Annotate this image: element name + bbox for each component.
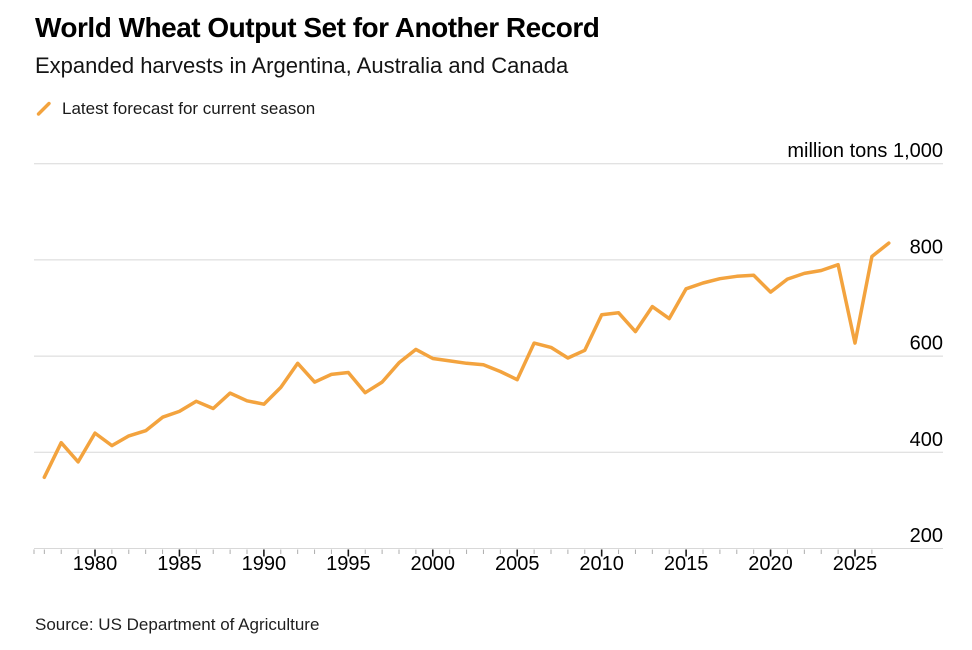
x-axis-label: 2015 [664, 553, 709, 575]
x-axis-label: 2005 [495, 553, 540, 575]
legend-label: Latest forecast for current season [62, 99, 316, 118]
x-axis-label: 2010 [579, 553, 624, 575]
x-axis-label: 1995 [326, 553, 371, 575]
x-axis-label: 2020 [748, 553, 793, 575]
series-line [42, 241, 891, 480]
x-axis-label: 2025 [833, 553, 878, 575]
x-axis-label: 1985 [157, 553, 202, 575]
wheat-output-line [42, 241, 891, 480]
page-subtitle: Expanded harvests in Argentina, Australi… [35, 53, 569, 78]
forecast-line-swatch-icon [36, 101, 51, 116]
y-axis-label: million tons 1,000 [787, 140, 943, 162]
y-axis-label: 800 [910, 236, 943, 258]
x-axis-label: 1980 [73, 553, 118, 575]
y-axis-label: 600 [910, 333, 943, 355]
x-axis-label: 2000 [411, 553, 456, 575]
x-axis-labels: 1980 1985 1990 1995 2000 2005 2010 2015 2020 2025 [73, 553, 878, 575]
x-axis-ticks [33, 549, 873, 557]
gridlines [34, 163, 943, 549]
source-note: Source: US Department of Agriculture [35, 615, 320, 634]
y-axis-labels: 200 400 600 800 million tons 1,000 [787, 140, 943, 547]
y-axis-label: 400 [910, 429, 943, 451]
legend: Latest forecast for current season [36, 99, 315, 119]
page-title: World Wheat Output Set for Another Recor… [35, 12, 600, 43]
x-axis-label: 1990 [242, 553, 287, 575]
y-axis-label: 200 [910, 525, 943, 547]
